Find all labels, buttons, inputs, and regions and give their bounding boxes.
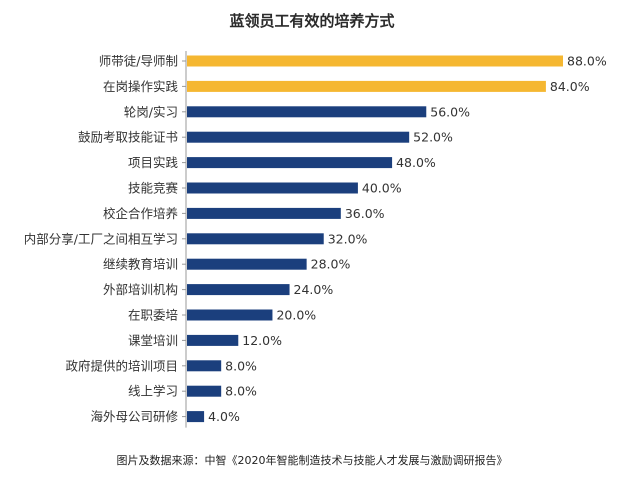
bar-1 — [187, 55, 563, 67]
category-label: 政府提供的培训项目 — [65, 358, 178, 373]
chart-title: 蓝领员工有效的培养方式 — [229, 12, 395, 30]
bar-14 — [187, 385, 222, 397]
value-label: 8.0% — [225, 384, 257, 399]
category-label: 线上学习 — [128, 384, 178, 399]
bar-13 — [187, 360, 222, 372]
category-label: 师带徒/导师制 — [99, 54, 178, 69]
bar-7 — [187, 207, 341, 219]
category-label: 外部培训机构 — [103, 282, 178, 297]
category-label: 内部分享/工厂之间相互学习 — [24, 231, 178, 246]
category-label: 海外母公司研修 — [90, 409, 178, 424]
bar-11 — [187, 309, 273, 321]
value-label: 28.0% — [311, 257, 351, 272]
bar-3 — [187, 106, 427, 118]
bar-5 — [187, 157, 393, 169]
value-label: 24.0% — [294, 282, 334, 297]
category-label: 技能竞赛 — [128, 181, 179, 196]
bar-6 — [187, 182, 358, 194]
value-label: 40.0% — [362, 181, 402, 196]
value-label: 88.0% — [567, 54, 607, 69]
category-label: 继续教育培训 — [103, 257, 178, 272]
bar-4 — [187, 131, 410, 143]
value-label: 48.0% — [396, 155, 436, 170]
value-label: 4.0% — [208, 409, 240, 424]
bar-15 — [187, 411, 205, 423]
value-label: 8.0% — [225, 358, 257, 373]
value-label: 32.0% — [328, 231, 368, 246]
bar-8 — [187, 233, 324, 245]
category-label: 在职委培 — [128, 308, 178, 323]
value-label: 12.0% — [242, 333, 282, 348]
category-label: 轮岗/实习 — [124, 104, 178, 119]
bar-2 — [187, 80, 546, 92]
chart-source: 图片及数据来源：中智《2020年智能制造技术与技能人才发展与激励调研报告》 — [116, 454, 508, 467]
category-label: 课堂培训 — [128, 333, 178, 348]
value-label: 36.0% — [345, 206, 385, 221]
category-label: 校企合作培养 — [103, 206, 178, 221]
bar-9 — [187, 258, 307, 270]
value-label: 56.0% — [430, 104, 470, 119]
value-label: 84.0% — [550, 79, 590, 94]
bar-12 — [187, 334, 239, 346]
category-label: 项目实践 — [128, 155, 179, 170]
value-label: 52.0% — [413, 130, 453, 145]
bar-10 — [187, 284, 290, 296]
category-label: 在岗操作实践 — [103, 79, 179, 94]
category-label: 鼓励考取技能证书 — [78, 130, 178, 145]
value-label: 20.0% — [276, 308, 316, 323]
